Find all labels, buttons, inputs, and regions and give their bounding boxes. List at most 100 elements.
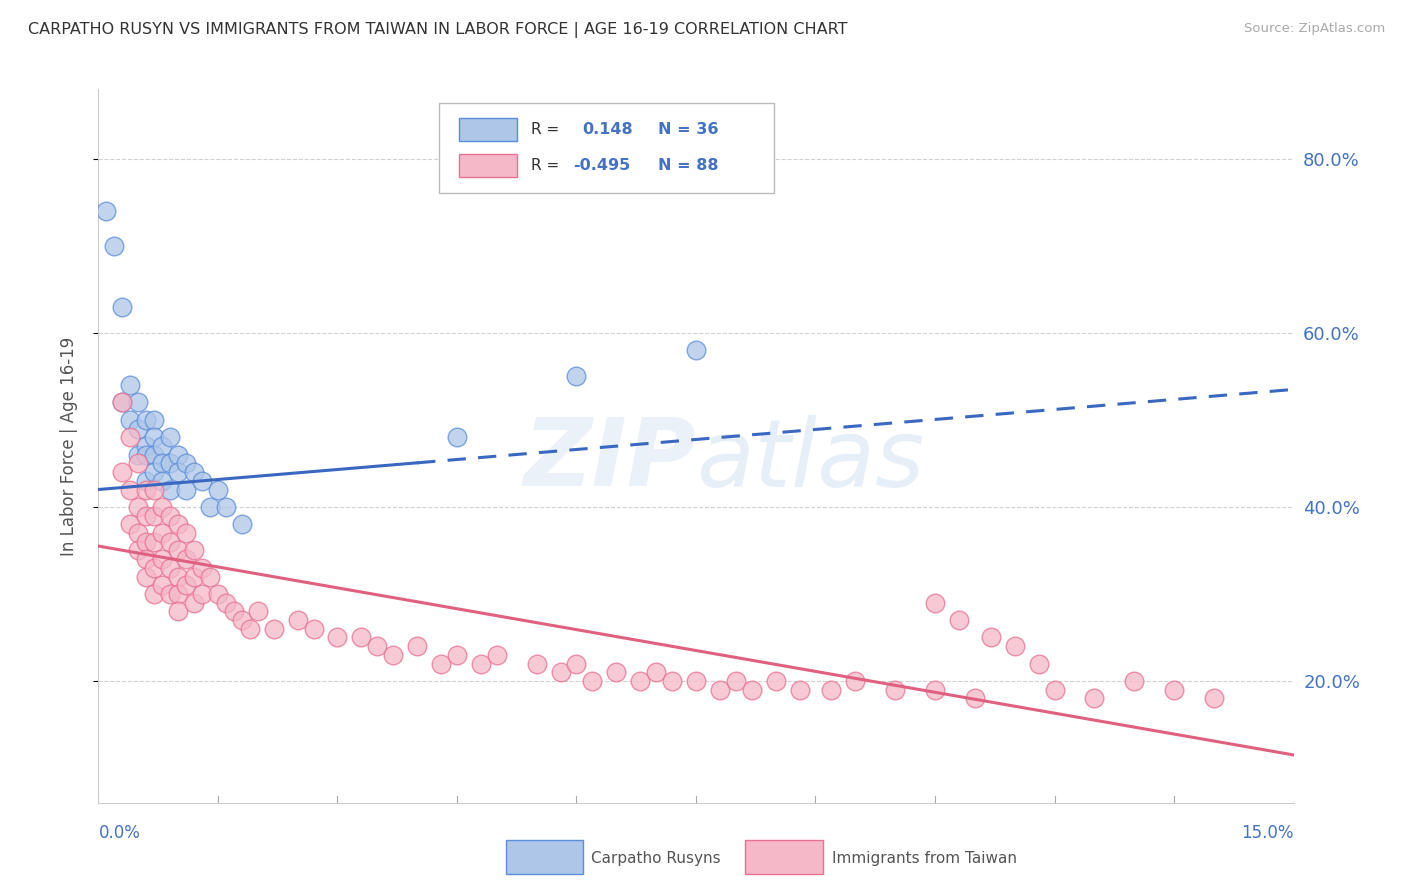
FancyBboxPatch shape — [460, 119, 517, 141]
Point — [1004, 639, 1026, 653]
Point — [143, 534, 166, 549]
Point — [159, 457, 181, 471]
Point — [174, 578, 197, 592]
Point — [430, 657, 453, 671]
Point — [231, 517, 253, 532]
Point — [111, 465, 134, 479]
Point — [127, 457, 149, 471]
Point — [120, 413, 142, 427]
Point — [159, 430, 181, 444]
Point — [183, 543, 205, 558]
Text: N = 36: N = 36 — [658, 122, 718, 137]
Point — [127, 421, 149, 435]
Point — [135, 534, 157, 549]
Point — [183, 465, 205, 479]
Text: Source: ZipAtlas.com: Source: ZipAtlas.com — [1244, 22, 1385, 36]
Point — [135, 508, 157, 523]
Point — [135, 483, 157, 497]
Point — [167, 448, 190, 462]
Point — [135, 413, 157, 427]
Point — [884, 682, 907, 697]
Text: CARPATHO RUSYN VS IMMIGRANTS FROM TAIWAN IN LABOR FORCE | AGE 16-19 CORRELATION : CARPATHO RUSYN VS IMMIGRANTS FROM TAIWAN… — [28, 22, 848, 38]
Point — [326, 631, 349, 645]
Text: -0.495: -0.495 — [572, 158, 630, 173]
Point — [526, 657, 548, 671]
Text: atlas: atlas — [696, 415, 924, 506]
Point — [150, 578, 173, 592]
Point — [350, 631, 373, 645]
Point — [103, 239, 125, 253]
Point — [127, 543, 149, 558]
Point — [215, 596, 238, 610]
Point — [183, 596, 205, 610]
Point — [150, 500, 173, 514]
Point — [470, 657, 492, 671]
FancyBboxPatch shape — [460, 154, 517, 177]
Point — [207, 483, 229, 497]
Point — [143, 448, 166, 462]
Point — [191, 561, 214, 575]
Point — [167, 465, 190, 479]
Point — [565, 369, 588, 384]
Point — [127, 526, 149, 541]
Point — [628, 673, 651, 688]
Text: R =: R = — [531, 158, 560, 173]
Point — [150, 552, 173, 566]
Text: ZIP: ZIP — [523, 414, 696, 507]
Point — [581, 673, 603, 688]
Point — [963, 691, 986, 706]
Text: 0.148: 0.148 — [582, 122, 633, 137]
Point — [239, 622, 262, 636]
Point — [565, 657, 588, 671]
Point — [183, 569, 205, 583]
Point — [1043, 682, 1066, 697]
Point — [685, 673, 707, 688]
Point — [263, 622, 285, 636]
Point — [150, 457, 173, 471]
Point — [159, 587, 181, 601]
Point — [135, 474, 157, 488]
Point — [741, 682, 763, 697]
Point — [446, 430, 468, 444]
Point — [948, 613, 970, 627]
Point — [135, 439, 157, 453]
Point — [167, 517, 190, 532]
Point — [406, 639, 429, 653]
Point — [645, 665, 668, 680]
Point — [167, 587, 190, 601]
Point — [127, 395, 149, 409]
Point — [485, 648, 508, 662]
Point — [143, 465, 166, 479]
Point — [198, 569, 221, 583]
Point — [191, 474, 214, 488]
Point — [366, 639, 388, 653]
Point — [924, 682, 946, 697]
Point — [143, 587, 166, 601]
Point — [1202, 691, 1225, 706]
Point — [1163, 682, 1185, 697]
Point — [980, 631, 1002, 645]
Point — [127, 500, 149, 514]
Point — [446, 648, 468, 662]
Point — [685, 343, 707, 358]
Point — [820, 682, 842, 697]
Point — [167, 569, 190, 583]
Text: 0.0%: 0.0% — [98, 823, 141, 842]
Point — [120, 430, 142, 444]
Point — [207, 587, 229, 601]
Point — [150, 474, 173, 488]
Point — [120, 483, 142, 497]
Text: R =: R = — [531, 122, 560, 137]
Point — [1028, 657, 1050, 671]
Point — [246, 604, 269, 618]
Point — [135, 569, 157, 583]
Point — [167, 543, 190, 558]
Point — [1083, 691, 1105, 706]
Point — [111, 300, 134, 314]
Point — [143, 561, 166, 575]
Point — [143, 413, 166, 427]
Y-axis label: In Labor Force | Age 16-19: In Labor Force | Age 16-19 — [59, 336, 77, 556]
Point — [605, 665, 627, 680]
Point — [924, 596, 946, 610]
Point — [135, 448, 157, 462]
